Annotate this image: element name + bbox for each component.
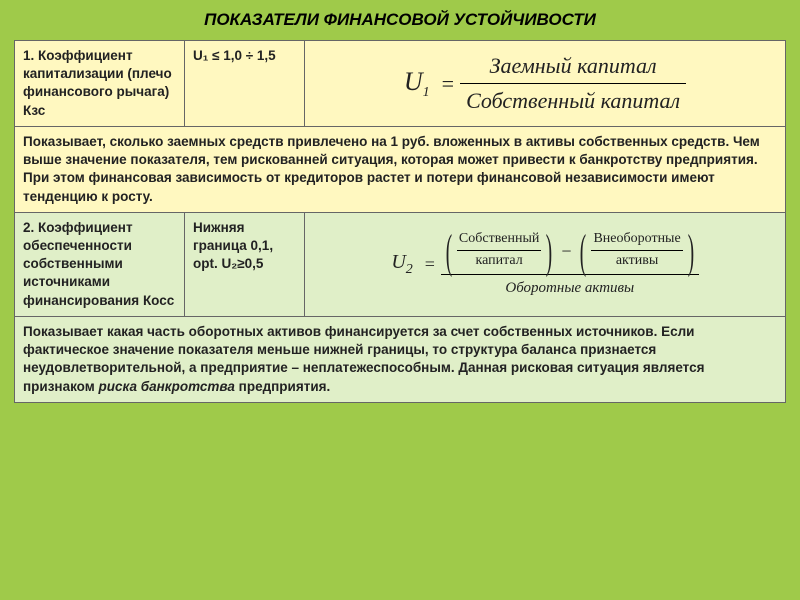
- formula-lhs: U1: [404, 64, 436, 103]
- denominator: Оборотные активы: [505, 278, 634, 298]
- indicator-description: Показывает какая часть оборотных активов…: [15, 316, 786, 402]
- term-own-capital: Собственный капитал: [457, 230, 541, 271]
- row-own-sources: 2. Коэффициент обеспеченности собственны…: [15, 212, 786, 316]
- denominator: Собственный капитал: [460, 86, 686, 116]
- indicator-formula: U2 = ( Собственный капитал ) −: [305, 212, 786, 316]
- page-title: ПОКАЗАТЕЛИ ФИНАНСОВОЙ УСТОЙЧИВОСТИ: [14, 10, 786, 30]
- equals-sign: =: [436, 69, 460, 99]
- right-paren-icon: ): [546, 233, 552, 271]
- left-paren-icon: (: [446, 233, 452, 271]
- indicator-description: Показывает, сколько заемных средств прив…: [15, 126, 786, 212]
- equals-sign: =: [419, 252, 441, 276]
- indicators-table: 1. Коэффициент капитализации (плечо фина…: [14, 40, 786, 403]
- right-paren-icon: ): [687, 233, 693, 271]
- indicator-norm: Нижняя граница 0,1, opt. U₂≥0,5: [185, 212, 305, 316]
- row-capitalization-desc: Показывает, сколько заемных средств прив…: [15, 126, 786, 212]
- term-noncurrent-assets: Внеоборотные активы: [591, 230, 682, 271]
- indicator-name: 2. Коэффициент обеспеченности собственны…: [15, 212, 185, 316]
- fraction-bar: [460, 83, 686, 84]
- fraction: Заемный капитал Собственный капитал: [460, 51, 686, 115]
- fraction-bar: [441, 274, 699, 275]
- outer-fraction: ( Собственный капитал ) − ( Внеоборотные: [441, 230, 699, 298]
- row-capitalization: 1. Коэффициент капитализации (плечо фина…: [15, 41, 786, 127]
- row-own-sources-desc: Показывает какая часть оборотных активов…: [15, 316, 786, 402]
- indicator-name: 1. Коэффициент капитализации (плечо фина…: [15, 41, 185, 127]
- numerator: Заемный капитал: [484, 51, 663, 81]
- left-paren-icon: (: [580, 233, 586, 271]
- indicator-formula: U1 = Заемный капитал Собственный капитал: [305, 41, 786, 127]
- risk-phrase: риска банкротства: [98, 379, 234, 394]
- indicator-norm: U₁ ≤ 1,0 ÷ 1,5: [185, 41, 305, 127]
- formula-lhs: U2: [391, 249, 418, 280]
- slide: ПОКАЗАТЕЛИ ФИНАНСОВОЙ УСТОЙЧИВОСТИ 1. Ко…: [0, 0, 800, 600]
- minus-sign: −: [557, 239, 575, 263]
